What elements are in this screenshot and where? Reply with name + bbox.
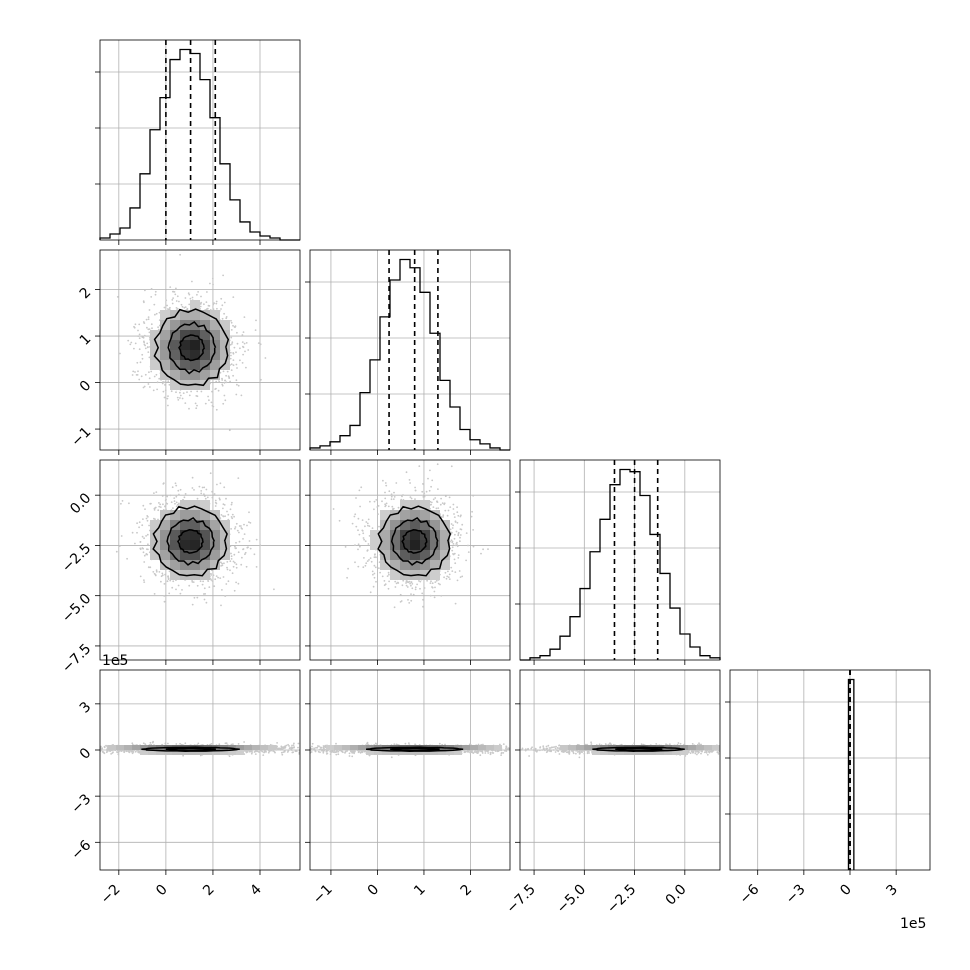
x-tick-label: −3 <box>783 882 809 908</box>
contour-line <box>390 517 439 566</box>
contour-line <box>167 321 217 375</box>
y-tick-label: 0 <box>77 378 95 396</box>
contour-line <box>178 334 206 362</box>
x-tick-label: 2 <box>200 882 218 900</box>
marginal-panel-0 <box>95 39 301 245</box>
joint-panel-r3-c2: −7.5 −5.0 −2.5 0.0 <box>504 669 721 917</box>
marginal-panel-1 <box>305 249 511 455</box>
x-tick-label: −7.5 <box>504 882 539 917</box>
joint-panel-r2-c1 <box>305 459 511 665</box>
y-tick-label: 3 <box>77 699 95 717</box>
contour-line <box>390 747 440 751</box>
contour-line <box>615 747 663 751</box>
joint-density <box>116 253 267 432</box>
x-tick-label: 0 <box>837 882 855 900</box>
joint-panel-r3-c1: −1 0 1 2 <box>305 669 511 908</box>
histogram-step <box>309 258 510 451</box>
histogram-step <box>847 678 855 870</box>
joint-panel-r1-c0: −1 0 1 2 <box>68 249 301 455</box>
x-tick-label: 0 <box>153 882 171 900</box>
y-tick-label: −7.5 <box>59 641 94 676</box>
joint-panel-r2-c0: −7.5 −5.0 −2.5 0.0 <box>59 459 301 676</box>
histogram-step <box>99 48 300 241</box>
contour-line <box>377 505 452 577</box>
x-tick-label: 0 <box>365 882 383 900</box>
x-tick-label: 2 <box>458 882 476 900</box>
y-tick-label: −1 <box>68 424 94 450</box>
panel-frame <box>519 459 721 661</box>
contour-line <box>152 505 228 577</box>
histogram-step <box>520 468 721 661</box>
y-tick-label: −5.0 <box>59 591 94 626</box>
panel-frame <box>99 249 301 451</box>
x-tick-label: 3 <box>883 882 901 900</box>
x-tick-label: −2 <box>98 882 124 908</box>
marginal-panel-2 <box>515 459 721 665</box>
panel-frame <box>729 669 931 871</box>
joint-density <box>100 740 300 758</box>
panel-frame <box>99 669 301 871</box>
contour-line <box>366 746 464 752</box>
y-tick-label: 2 <box>77 285 95 303</box>
contour-line <box>166 517 216 566</box>
x-tick-label: 0.0 <box>663 882 690 909</box>
contour-line <box>141 746 240 752</box>
y-tick-label: −6 <box>68 837 94 863</box>
contour-line <box>592 746 685 752</box>
y-tick-label: 0.0 <box>67 490 94 517</box>
x-tick-label: −5.0 <box>554 882 589 917</box>
panel-frame <box>99 459 301 661</box>
joint-density <box>521 741 720 759</box>
y-tick-label: 0 <box>77 745 95 763</box>
contour-line <box>165 747 216 751</box>
panel-frame <box>309 459 511 661</box>
contour-line <box>153 308 230 387</box>
joint-density <box>115 472 275 607</box>
joint-panel-r3-c0: −6 −3 0 3 −2 0 2 4 <box>68 669 301 908</box>
contour-line <box>176 529 205 554</box>
joint-density <box>310 741 510 759</box>
x-tick-label: −2.5 <box>604 882 639 917</box>
panel-frame <box>309 669 511 871</box>
contour-line <box>401 529 428 554</box>
y-tick-label: 1 <box>77 331 95 349</box>
y-tick-label: −2.5 <box>59 540 94 575</box>
y-offset-label: 1e5 <box>102 653 128 669</box>
x-offset-label: 1e5 <box>900 916 926 932</box>
panel-frame <box>309 249 511 451</box>
x-tick-label: −6 <box>737 881 763 907</box>
panel-frame <box>99 39 301 241</box>
x-tick-label: 1 <box>411 882 429 900</box>
x-tick-label: −1 <box>310 882 336 908</box>
panel-frame <box>519 669 721 871</box>
marginal-panel-3: −6 −3 0 3 <box>725 669 931 908</box>
y-tick-label: −3 <box>68 791 94 817</box>
joint-density <box>332 463 489 609</box>
x-tick-label: 4 <box>247 881 265 899</box>
